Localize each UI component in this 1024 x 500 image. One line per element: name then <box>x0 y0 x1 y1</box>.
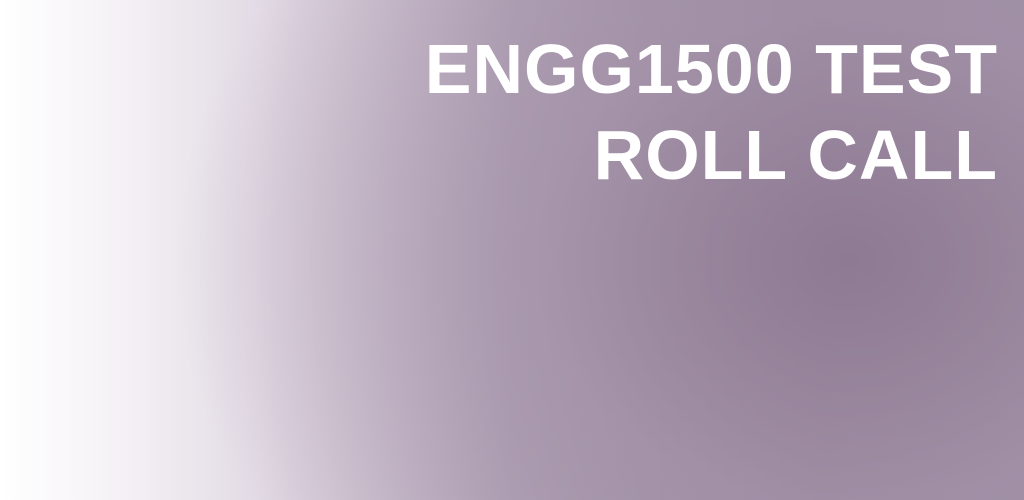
banner-title-line-1: ENGG1500 TEST <box>424 30 998 108</box>
banner-title: ENGG1500 TEST ROLL CALL <box>425 26 998 198</box>
banner-title-line-2: ROLL CALL <box>593 116 998 194</box>
